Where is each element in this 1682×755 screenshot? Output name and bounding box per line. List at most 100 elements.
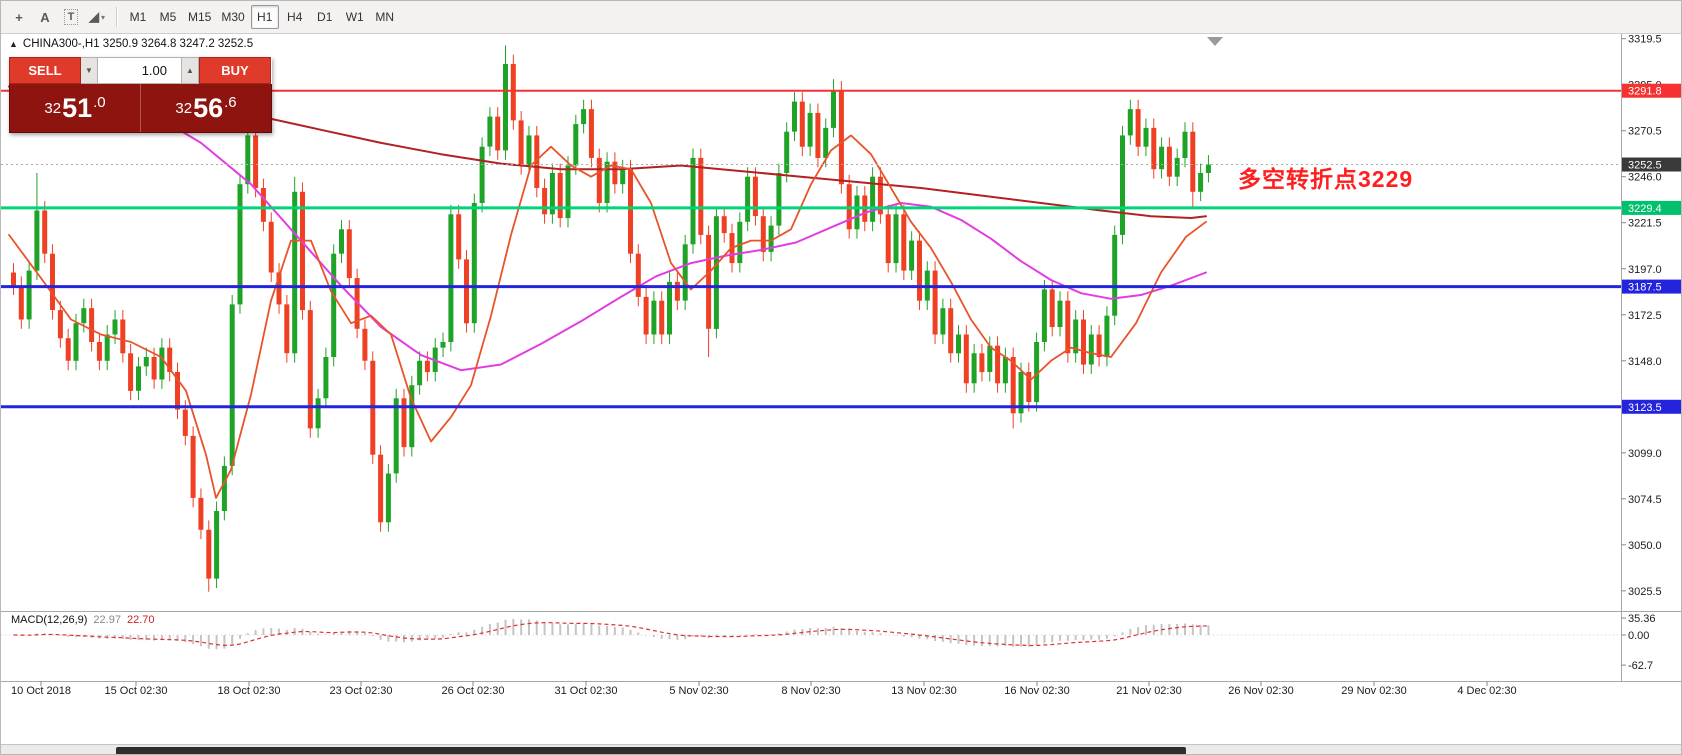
candle-body <box>323 357 329 399</box>
candle-body <box>877 176 883 215</box>
candle-body <box>995 345 1001 384</box>
macd-title: MACD(12,26,9) <box>11 614 88 626</box>
candle-body <box>1205 164 1211 173</box>
volume-increase-button[interactable]: ▲ <box>182 57 199 84</box>
bid-price-label-bg <box>1622 157 1681 172</box>
support-3123-label-bg <box>1622 399 1681 414</box>
candle-body <box>11 272 16 286</box>
candle-body <box>42 210 48 254</box>
time-tick-label: 4 Dec 02:30 <box>1457 685 1516 697</box>
hscrollbar-track[interactable] <box>1 744 1681 754</box>
candle-body <box>737 221 743 264</box>
candle-body <box>799 101 805 147</box>
timeframe-h4-button[interactable]: H4 <box>281 5 309 29</box>
candle-body <box>104 334 110 361</box>
timeframe-m15-button[interactable]: M15 <box>184 5 215 29</box>
candle-body <box>471 203 477 324</box>
candle-body <box>1143 127 1149 147</box>
toolbar-tools: + A T ◢ ▾ <box>7 5 109 29</box>
candle-body <box>1104 315 1110 357</box>
candle-body <box>760 216 766 252</box>
candle-body <box>448 214 454 342</box>
buy-button[interactable]: BUY <box>199 57 271 84</box>
price-tick-label: 3221.5 <box>1628 218 1662 230</box>
price-tick-label: 3025.5 <box>1628 586 1662 598</box>
candle-body <box>159 347 165 380</box>
price-tick-label: 3319.5 <box>1628 34 1662 46</box>
candle-body <box>823 127 829 158</box>
candle-body <box>479 146 485 203</box>
support-3187-label: 3187.5 <box>1628 282 1662 294</box>
time-tick-label: 23 Oct 02:30 <box>330 685 393 697</box>
candle-body <box>1135 109 1141 147</box>
candle-body <box>143 357 149 367</box>
candle-body <box>339 229 344 254</box>
toolbar-separator <box>116 7 118 27</box>
candle-body <box>440 342 446 348</box>
volume-input[interactable] <box>98 57 182 84</box>
candle-body <box>870 176 876 222</box>
text-tool-button[interactable]: A <box>33 5 57 29</box>
candle-body <box>245 135 251 185</box>
candle-body <box>300 191 305 311</box>
timeframe-m5-button[interactable]: M5 <box>154 5 182 29</box>
macd-main-value: 22.97 <box>93 614 121 626</box>
one-click-panel-toggle-icon[interactable]: ▲ <box>9 39 18 49</box>
candle-body <box>620 169 626 185</box>
candle-body <box>503 64 508 151</box>
candle-body <box>557 173 563 219</box>
candle-body <box>237 184 243 305</box>
candle-body <box>792 101 797 132</box>
candle-body <box>940 308 946 335</box>
candle-body <box>917 240 922 301</box>
candle-body <box>604 161 610 203</box>
chart-annotation[interactable]: 多空转折点3229 <box>1238 166 1414 192</box>
candle-body <box>198 497 204 530</box>
bid-fraction: .0 <box>93 93 106 111</box>
time-tick-label: 5 Nov 02:30 <box>669 685 728 697</box>
chart-shift-marker[interactable] <box>1207 37 1223 46</box>
price-tick-label: 3050.0 <box>1628 540 1662 552</box>
candle-body <box>596 157 602 203</box>
candle-body <box>276 272 282 305</box>
price-tick-label: 3172.5 <box>1628 310 1662 322</box>
candle-body <box>487 116 493 147</box>
timeframe-mn-button[interactable]: MN <box>371 5 399 29</box>
candle-body <box>643 296 649 335</box>
candle-body <box>417 360 423 386</box>
text-label-tool-button[interactable]: T <box>59 5 83 29</box>
timeframe-m30-button[interactable]: M30 <box>217 5 248 29</box>
ask-fraction: .6 <box>224 93 237 111</box>
crosshair-tool-button[interactable]: + <box>7 5 31 29</box>
sell-button[interactable]: SELL <box>9 57 81 84</box>
candle-body <box>456 214 462 260</box>
price-tick-label: 3148.0 <box>1628 356 1662 368</box>
candle-body <box>307 310 313 429</box>
time-tick-label: 26 Oct 02:30 <box>442 685 505 697</box>
timeframe-d1-button[interactable]: D1 <box>311 5 339 29</box>
volume-decrease-button[interactable]: ▼ <box>81 57 98 84</box>
candle-body <box>1174 157 1180 177</box>
ask-price-display[interactable]: 32 56.6 <box>141 84 271 132</box>
candle-body <box>73 323 79 361</box>
time-tick-label: 13 Nov 02:30 <box>891 685 956 697</box>
bid-big-digits: 51 <box>62 92 93 123</box>
candle-body <box>495 116 501 151</box>
chevron-up-icon: ▲ <box>186 66 194 75</box>
timeframe-m1-button[interactable]: M1 <box>124 5 152 29</box>
bid-price-display[interactable]: 32 51.0 <box>10 84 141 132</box>
candle-body <box>1010 357 1016 414</box>
time-tick-label: 8 Nov 02:30 <box>781 685 840 697</box>
timeframe-h1-button[interactable]: H1 <box>250 5 279 29</box>
candle-body <box>1057 300 1063 327</box>
hscrollbar-thumb[interactable] <box>116 747 1186 754</box>
candle-body <box>893 214 899 264</box>
shapes-tool-button[interactable]: ◢ ▾ <box>85 5 109 29</box>
timeframe-w1-button[interactable]: W1 <box>341 5 369 29</box>
resistance-3291-label-bg <box>1622 83 1681 98</box>
candle-body <box>81 308 87 324</box>
price-tick-label: 3270.5 <box>1628 126 1662 138</box>
candle-body <box>112 319 118 335</box>
ask-prefix: 32 <box>175 99 193 117</box>
